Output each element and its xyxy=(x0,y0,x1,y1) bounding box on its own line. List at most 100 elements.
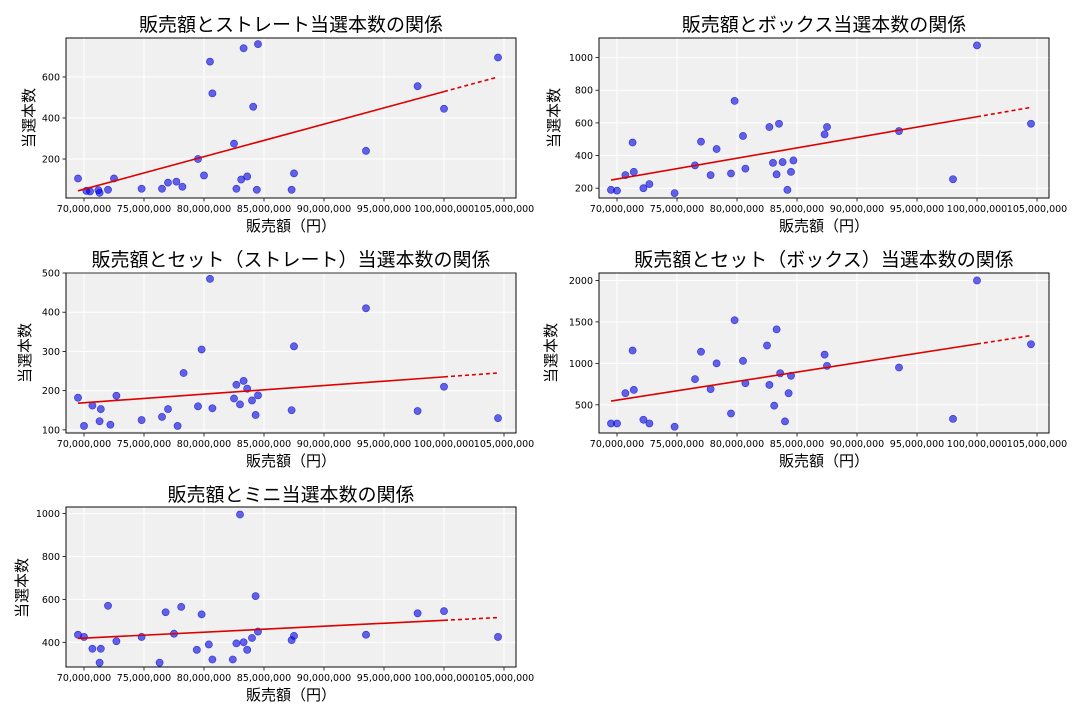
scatter-point xyxy=(206,274,214,283)
chart-title: 販売額とボックス当選本数の関係 xyxy=(682,14,966,36)
scatter-point xyxy=(237,175,246,184)
y-tick-label: 1500 xyxy=(569,317,593,328)
scatter-point xyxy=(106,420,115,429)
y-tick-label: 600 xyxy=(42,72,60,83)
scatter-point xyxy=(200,171,208,180)
x-tick-label: 75,000,000 xyxy=(650,439,704,450)
trend-line xyxy=(77,90,445,192)
chart-panel-straight: 販売額とストレート当選本数の関係 販売額（円） 当選本数 70,000,000 7… xyxy=(20,14,534,235)
scatter-point xyxy=(158,184,166,193)
scatter-point xyxy=(765,381,774,389)
x-tick-label: 90,000,000 xyxy=(297,439,351,450)
y-tick-label: 300 xyxy=(42,347,60,358)
scatter-point xyxy=(158,413,166,421)
trend-line-extension xyxy=(443,76,499,93)
x-tick-label: 105,000,000 xyxy=(1007,439,1067,450)
scatter-point xyxy=(177,602,186,611)
scatter-point xyxy=(413,407,422,415)
scatter-point xyxy=(778,158,787,166)
scatter-point xyxy=(239,376,248,385)
y-tick-label: 500 xyxy=(575,400,593,411)
scatter-point xyxy=(80,422,88,430)
chart-title: 販売額とセット（ボックス）当選本数の関係 xyxy=(634,249,1013,271)
x-tick-label: 75,000,000 xyxy=(117,439,171,450)
x-tick-label: 85,000,000 xyxy=(237,204,291,215)
scatter-point xyxy=(197,345,206,354)
y-tick-label: 200 xyxy=(575,184,593,195)
x-tick-label: 90,000,000 xyxy=(297,204,351,215)
scatter-point xyxy=(789,156,798,165)
scatter-point xyxy=(739,356,747,365)
x-tick-label: 100,000,000 xyxy=(947,204,1007,215)
scatter-point xyxy=(697,347,705,356)
chart-title: 販売額とミニ当選本数の関係 xyxy=(167,484,414,506)
scatter-point xyxy=(243,172,252,181)
scatter-point xyxy=(206,57,214,66)
scatter-point xyxy=(645,419,654,428)
trend-line-extension xyxy=(443,372,499,378)
scatter-point xyxy=(74,174,82,183)
scatter-point xyxy=(639,415,648,424)
scatter-point xyxy=(613,419,621,428)
scatter-point xyxy=(739,132,747,140)
scatter-point xyxy=(137,416,146,424)
x-tick-label: 95,000,000 xyxy=(890,204,944,215)
scatter-point xyxy=(290,169,298,178)
chart-panel-box: 販売額とボックス当選本数の関係 販売額（円） 当選本数 70,000,000 75… xyxy=(545,14,1067,235)
scatter-point xyxy=(95,188,104,197)
x-tick-label: 90,000,000 xyxy=(830,439,884,450)
scatter-point xyxy=(712,145,721,153)
scatter-point xyxy=(254,391,262,400)
scatter-point xyxy=(628,346,637,355)
y-tick-label: 500 xyxy=(42,269,60,280)
scatter-point xyxy=(236,400,244,409)
x-tick-label: 100,000,000 xyxy=(414,439,474,450)
plot-frame xyxy=(598,272,1050,434)
y-axis-label: 当選本数 xyxy=(545,88,563,148)
y-axis-label: 当選本数 xyxy=(16,323,34,383)
scatter-point xyxy=(440,104,448,113)
scatter-point xyxy=(112,391,121,400)
scatter-point xyxy=(239,44,248,53)
scatter-point xyxy=(1027,340,1035,349)
chart-title: 販売額とストレート当選本数の関係 xyxy=(139,14,443,36)
scatter-point xyxy=(362,304,370,313)
y-tick-label: 400 xyxy=(42,638,60,649)
x-tick-label: 100,000,000 xyxy=(414,673,474,684)
x-tick-label: 95,000,000 xyxy=(357,673,411,684)
x-axis-label: 販売額（円） xyxy=(779,217,869,235)
x-tick-label: 95,000,000 xyxy=(890,439,944,450)
scatter-point xyxy=(730,96,739,105)
scatter-point xyxy=(104,601,112,610)
scatter-point xyxy=(80,633,88,641)
x-tick-label: 75,000,000 xyxy=(117,673,171,684)
plot-area xyxy=(65,506,517,668)
x-tick-label: 70,000,000 xyxy=(57,439,111,450)
scatter-point xyxy=(236,510,244,519)
scatter-point xyxy=(74,393,82,402)
x-tick-label: 70,000,000 xyxy=(57,204,111,215)
x-tick-label: 105,000,000 xyxy=(474,204,534,215)
scatter-point xyxy=(287,185,296,194)
y-axis-label: 当選本数 xyxy=(13,558,31,618)
y-tick-label: 1000 xyxy=(569,53,593,64)
x-tick-label: 90,000,000 xyxy=(297,673,351,684)
y-tick-label: 800 xyxy=(575,86,593,97)
scatter-point xyxy=(727,409,735,418)
scatter-point xyxy=(251,411,260,419)
scatter-point xyxy=(254,40,262,49)
chart-panel-mini: 販売額とミニ当選本数の関係 販売額（円） 当選本数 70,000,000 75,0… xyxy=(13,484,534,704)
scatter-point xyxy=(96,405,105,413)
x-tick-label: 80,000,000 xyxy=(710,204,764,215)
scatter-point xyxy=(949,175,957,184)
trend-line-extension xyxy=(976,334,1032,345)
scatter-point xyxy=(252,185,261,194)
scatter-point xyxy=(629,167,638,176)
plot-area xyxy=(598,272,1050,434)
x-tick-label: 100,000,000 xyxy=(947,439,1007,450)
scatter-point xyxy=(95,417,104,426)
chart-panel-set-straight: 販売額とセット（ストレート）当選本数の関係 販売額（円） 当選本数 70,000… xyxy=(16,249,534,470)
scatter-point xyxy=(204,640,213,649)
x-tick-label: 95,000,000 xyxy=(357,204,411,215)
scatter-point xyxy=(232,380,241,389)
